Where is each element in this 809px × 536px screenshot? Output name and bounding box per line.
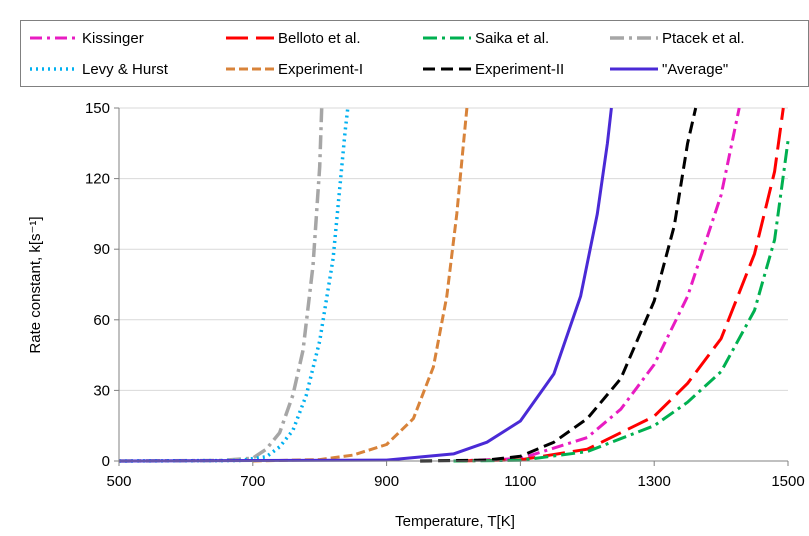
y-tick-label-4: 120 [85, 171, 110, 188]
y-tick-label-5: 150 [85, 100, 110, 117]
y-tick-label-2: 60 [93, 312, 110, 329]
series-line-5 [252, 107, 469, 463]
series-line-3 [118, 107, 324, 463]
legend-label-7: "Average" [662, 61, 728, 78]
legend-label-6: Experiment-II [475, 61, 564, 78]
x-tick-label-4: 1300 [638, 473, 671, 490]
x-tick-label-3: 1100 [504, 473, 536, 490]
legend-label-2: Saika et al. [475, 30, 549, 47]
series-line-7 [118, 107, 613, 463]
y-tick-label-0: 0 [102, 453, 110, 470]
x-tick-label-1: 700 [240, 473, 265, 490]
x-tick-label-5: 1500 [771, 473, 804, 490]
x-tick-label-2: 900 [374, 473, 399, 490]
series-layer [118, 107, 790, 463]
axes [114, 107, 789, 466]
legend-label-4: Levy & Hurst [82, 61, 169, 78]
legend: Kissinger Belloto et al. Saika et al. Ptace… [20, 20, 809, 87]
series-line-2 [453, 140, 790, 463]
y-axis-title: Rate constant, k[s⁻¹] [27, 216, 44, 353]
series-line-6 [420, 107, 698, 463]
series-line-4 [118, 107, 350, 463]
series-line-0 [453, 107, 741, 463]
legend-label-1: Belloto et al. [278, 30, 361, 47]
legend-box [20, 20, 809, 87]
legend-label-0: Kissinger [82, 30, 144, 47]
y-tick-label-1: 30 [93, 382, 110, 399]
tick-labels: 0 30 60 90 120 150 500 700 900 1100 1300 1500 [85, 100, 805, 490]
legend-label-5: Experiment-I [278, 61, 363, 78]
x-tick-label-0: 500 [106, 473, 131, 490]
series-line-1 [453, 107, 785, 463]
y-tick-label-3: 90 [93, 241, 110, 258]
x-axis-title: Temperature, T[K] [395, 513, 515, 530]
legend-label-3: Ptacek et al. [662, 30, 745, 47]
